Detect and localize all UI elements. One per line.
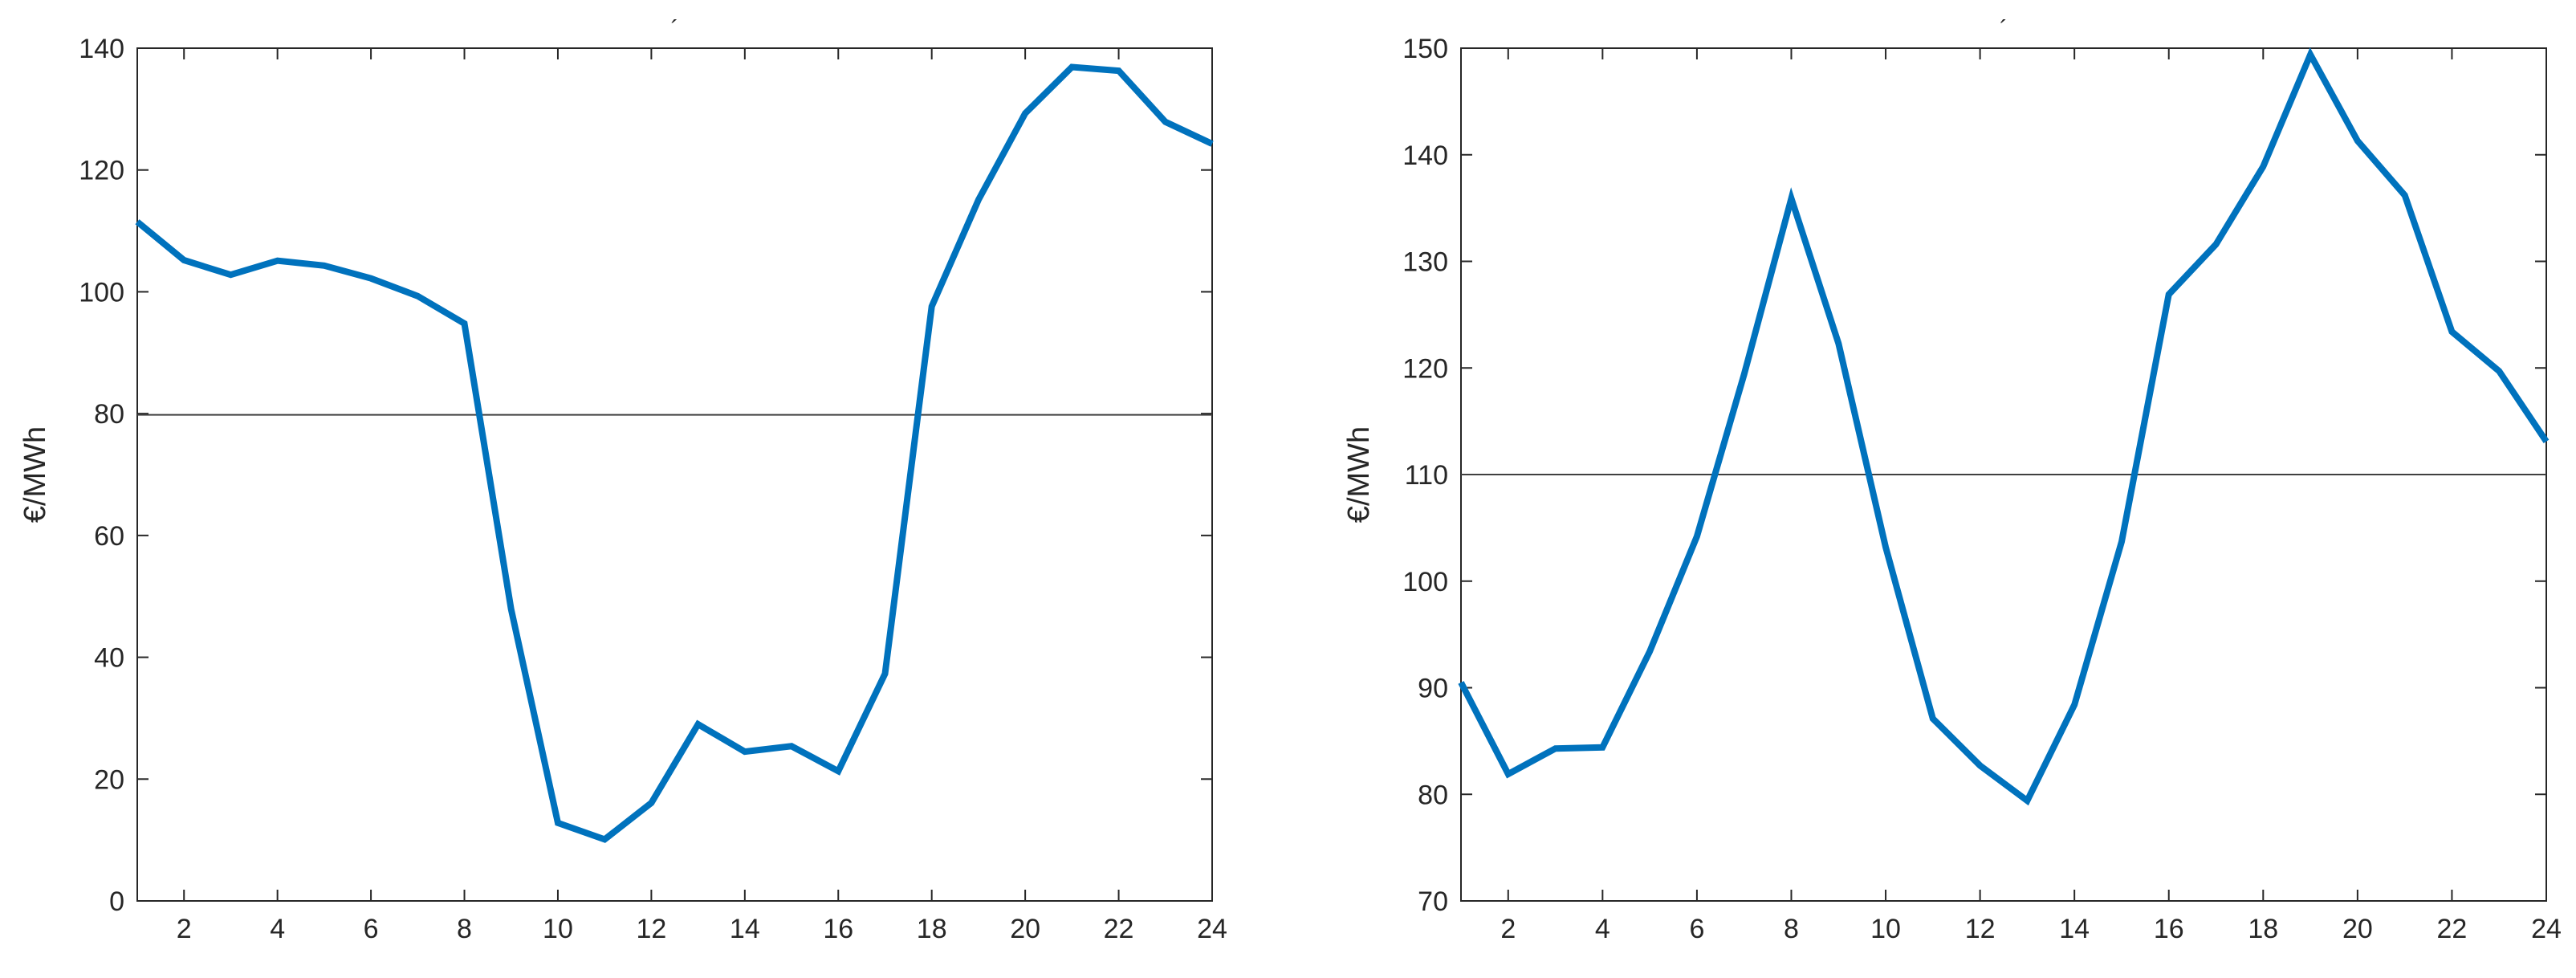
x-tick-label: 4	[1595, 914, 1610, 944]
y-tick-label: 0	[109, 886, 124, 917]
y-tick-label: 110	[1405, 460, 1448, 491]
x-tick-label: 2	[1500, 914, 1516, 944]
x-tick-label: 22	[1104, 914, 1134, 944]
x-tick-label: 20	[1010, 914, 1040, 944]
x-tick-label: 10	[1870, 914, 1901, 944]
y-tick-label: 140	[1402, 141, 1448, 171]
y-tick-label: 90	[1418, 674, 1448, 704]
y-tick-label: 150	[1402, 34, 1448, 64]
right-chart: 2 4 6 8 10 12 14 16 18 20 22 2470809010011012013014…	[1342, 16, 2562, 944]
x-tick-label: 2	[177, 914, 192, 944]
x-tick-label: 14	[730, 914, 760, 944]
x-tick-label: 18	[917, 914, 947, 944]
y-tick-label: 130	[1402, 247, 1448, 278]
y-tick-label: 80	[1418, 780, 1448, 810]
y-tick-label: 100	[79, 277, 124, 308]
x-tick-label: 12	[1965, 914, 1996, 944]
y-tick-label: 20	[94, 764, 124, 795]
y-tick-label: 70	[1418, 886, 1448, 917]
series-line	[135, 63, 1214, 843]
y-tick-label: 140	[79, 34, 124, 64]
y-tick-label: 80	[94, 399, 124, 430]
left-chart: 2 4 6 8 10 12 14 16 18 20 22 24020406080100120140€/…	[18, 16, 1227, 944]
x-tick-label: 20	[2342, 914, 2373, 944]
x-tick-label: 14	[2059, 914, 2090, 944]
chart-title: ´	[671, 16, 679, 43]
plot-area	[136, 47, 1213, 902]
x-tick-label: 24	[2531, 914, 2562, 944]
x-tick-label: 6	[364, 914, 379, 944]
y-tick-label: 40	[94, 643, 124, 674]
chart-title: ´	[2000, 16, 2008, 43]
x-tick-label: 18	[2248, 914, 2278, 944]
y-axis-label: €/MWh	[18, 426, 52, 523]
x-tick-label: 24	[1197, 914, 1227, 944]
x-tick-label: 4	[270, 914, 285, 944]
y-tick-label: 120	[79, 156, 124, 186]
y-tick-label: 60	[94, 521, 124, 552]
x-tick-label: 8	[1784, 914, 1799, 944]
y-tick-label: 100	[1402, 567, 1448, 597]
x-tick-label: 16	[2154, 914, 2184, 944]
x-tick-label: 12	[636, 914, 666, 944]
x-tick-label: 16	[823, 914, 853, 944]
y-tick-label: 120	[1402, 353, 1448, 384]
x-tick-label: 10	[543, 914, 573, 944]
series-line	[1458, 47, 2550, 806]
x-tick-label: 22	[2437, 914, 2468, 944]
x-tick-label: 6	[1689, 914, 1704, 944]
x-tick-label: 8	[457, 914, 472, 944]
y-axis-label: €/MWh	[1342, 426, 1376, 523]
